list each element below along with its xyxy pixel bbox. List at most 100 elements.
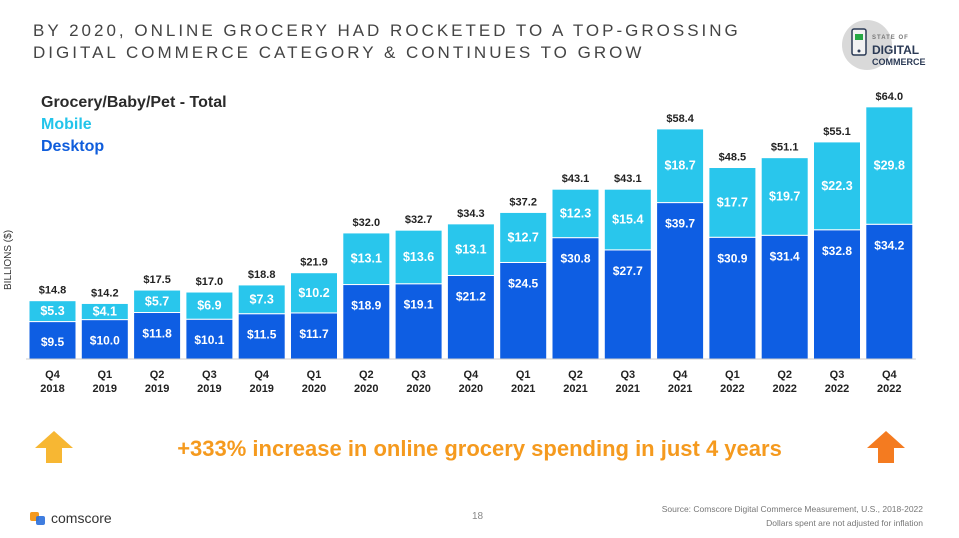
label-mobile-13: $17.7 xyxy=(717,195,748,209)
legend-mobile: Mobile xyxy=(41,116,92,133)
label-desktop-6: $18.9 xyxy=(351,299,381,313)
bar-desktop-7 xyxy=(394,283,443,360)
state-of-digital-commerce-badge: STATE OF DIGITAL COMMERCE xyxy=(842,20,934,70)
x-tick-year-0: 2018 xyxy=(40,383,64,395)
source-note: Source: Comscore Digital Commerce Measur… xyxy=(662,502,923,530)
x-tick-quarter-8: Q4 xyxy=(464,369,480,381)
label-desktop-5: $11.7 xyxy=(299,327,329,341)
bar-desktop-5 xyxy=(290,312,338,360)
label-desktop-0: $9.5 xyxy=(41,335,65,349)
x-tick-year-7: 2020 xyxy=(406,383,430,395)
label-total-13: $48.5 xyxy=(719,152,747,164)
bar-mobile-9 xyxy=(499,211,548,263)
bar-mobile-10 xyxy=(551,188,600,239)
slide-title: BY 2020, ONLINE GROCERY HAD ROCKETED TO … xyxy=(33,20,813,64)
x-tick-quarter-13: Q1 xyxy=(725,369,740,381)
bar-mobile-3 xyxy=(185,291,234,320)
up-arrow-icon xyxy=(867,431,905,463)
x-tick-quarter-11: Q3 xyxy=(620,369,635,381)
x-tick-quarter-15: Q3 xyxy=(830,369,845,381)
x-tick-year-5: 2020 xyxy=(302,383,326,395)
label-desktop-14: $31.4 xyxy=(770,249,800,263)
label-desktop-13: $30.9 xyxy=(717,251,747,265)
bar-desktop-16 xyxy=(865,223,914,360)
x-tick-quarter-7: Q3 xyxy=(411,369,426,381)
label-mobile-14: $19.7 xyxy=(769,189,800,203)
x-tick-year-3: 2019 xyxy=(197,383,221,395)
label-desktop-9: $24.5 xyxy=(508,276,538,290)
x-tick-quarter-5: Q1 xyxy=(307,369,322,381)
x-tick-quarter-10: Q2 xyxy=(568,369,583,381)
label-desktop-16: $34.2 xyxy=(874,238,904,252)
label-total-5: $21.9 xyxy=(300,257,328,269)
bar-desktop-6 xyxy=(342,284,391,360)
bar-desktop-4 xyxy=(237,313,286,360)
x-tick-quarter-1: Q1 xyxy=(97,369,112,381)
label-total-14: $51.1 xyxy=(771,142,799,154)
label-mobile-11: $15.4 xyxy=(612,213,643,227)
bar-mobile-7 xyxy=(394,229,443,285)
bar-mobile-11 xyxy=(603,188,652,251)
label-desktop-7: $19.1 xyxy=(404,298,434,312)
title-line-2: DIGITAL COMMERCE CATEGORY & CONTINUES TO… xyxy=(33,43,645,62)
label-total-11: $43.1 xyxy=(614,173,642,185)
bar-mobile-12 xyxy=(656,128,705,204)
logo-text: comscore xyxy=(51,510,112,526)
x-tick-quarter-16: Q4 xyxy=(882,369,898,381)
x-tick-quarter-3: Q3 xyxy=(202,369,217,381)
label-mobile-15: $22.3 xyxy=(821,179,852,193)
comscore-logo-mark xyxy=(30,512,46,526)
label-mobile-5: $10.2 xyxy=(298,286,329,300)
comscore-logo: comscore xyxy=(30,510,112,526)
up-arrow-icon xyxy=(35,431,73,463)
badge-line-3: COMMERCE xyxy=(872,57,926,67)
label-desktop-11: $27.7 xyxy=(613,264,643,278)
x-tick-quarter-9: Q1 xyxy=(516,369,531,381)
bar-desktop-3 xyxy=(185,318,234,360)
bar-desktop-13 xyxy=(708,236,757,360)
label-total-15: $55.1 xyxy=(823,126,851,138)
bar-mobile-4 xyxy=(237,284,286,315)
label-mobile-10: $12.3 xyxy=(560,206,591,220)
x-tick-year-14: 2022 xyxy=(772,383,796,395)
x-tick-year-16: 2022 xyxy=(877,383,901,395)
label-mobile-2: $5.7 xyxy=(145,294,169,308)
label-mobile-1: $4.1 xyxy=(93,305,117,319)
label-mobile-0: $5.3 xyxy=(40,304,64,318)
label-total-10: $43.1 xyxy=(562,173,590,185)
bar-desktop-14 xyxy=(760,234,809,360)
label-desktop-15: $32.8 xyxy=(822,244,852,258)
badge-text: STATE OF DIGITAL COMMERCE xyxy=(872,32,926,68)
bar-mobile-16 xyxy=(865,106,914,225)
bar-mobile-5 xyxy=(290,272,338,314)
x-tick-year-13: 2022 xyxy=(720,383,744,395)
x-tick-year-11: 2021 xyxy=(616,383,640,395)
badge-circle xyxy=(842,20,892,70)
label-desktop-10: $30.8 xyxy=(560,252,590,266)
label-total-6: $32.0 xyxy=(353,217,381,229)
x-tick-quarter-6: Q2 xyxy=(359,369,374,381)
bar-mobile-15 xyxy=(813,141,861,231)
x-tick-quarter-4: Q4 xyxy=(254,369,270,381)
legend-desktop: Desktop xyxy=(41,138,105,155)
label-desktop-4: $11.5 xyxy=(247,328,277,342)
bar-mobile-0 xyxy=(28,300,77,323)
growth-headline: +333% increase in online grocery spendin… xyxy=(177,436,782,461)
phone-cart-icon xyxy=(851,28,867,56)
label-mobile-9: $12.7 xyxy=(508,230,539,244)
label-mobile-8: $13.1 xyxy=(455,243,486,257)
bar-desktop-11 xyxy=(603,249,652,360)
label-total-3: $17.0 xyxy=(196,276,224,288)
label-total-16: $64.0 xyxy=(876,91,904,103)
label-total-9: $37.2 xyxy=(509,196,537,208)
label-total-7: $32.7 xyxy=(405,214,433,226)
x-tick-year-15: 2022 xyxy=(825,383,849,395)
label-desktop-8: $21.2 xyxy=(456,289,486,303)
badge-line-2: DIGITAL xyxy=(872,43,920,57)
x-tick-year-10: 2021 xyxy=(563,383,587,395)
label-total-12: $58.4 xyxy=(666,113,694,125)
stacked-bar-chart: $9.5 $5.3 $14.8 Q4 2018 $10.0 $4.1 $14.2 Q1 2019 $… xyxy=(26,91,916,395)
label-mobile-4: $7.3 xyxy=(250,292,274,306)
bar-mobile-13 xyxy=(708,167,757,238)
x-tick-quarter-2: Q2 xyxy=(150,369,165,381)
